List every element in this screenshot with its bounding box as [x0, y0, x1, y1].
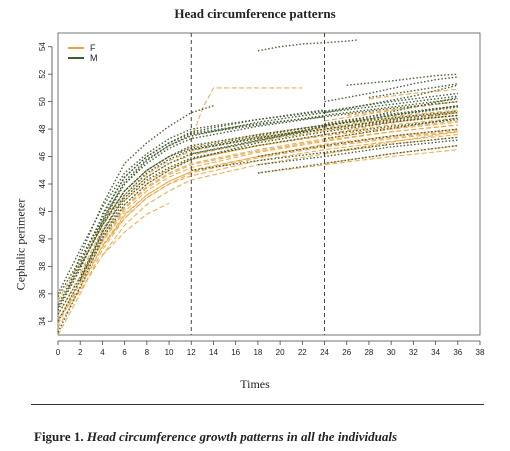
series-line-m	[57, 114, 458, 333]
x-tick-label: 30	[387, 348, 396, 357]
x-tick-label: 22	[298, 348, 307, 357]
x-tick-label: 24	[320, 348, 329, 357]
series-line-m	[57, 118, 458, 322]
chart-title: Head circumference patterns	[174, 6, 336, 21]
y-tick-label: 46	[38, 152, 47, 161]
series-line-f	[102, 202, 170, 256]
x-tick-label: 18	[253, 348, 262, 357]
figure-caption-text: Head circumference growth patterns in al…	[86, 429, 398, 444]
series-line-m	[324, 105, 458, 125]
y-tick-label: 34	[38, 316, 47, 325]
y-tick-label: 54	[38, 42, 47, 51]
x-tick-label: 32	[409, 348, 418, 357]
x-tick-label: 6	[122, 348, 127, 357]
series-line-f	[324, 131, 458, 155]
legend-label-m: M	[90, 53, 98, 63]
y-tick-label: 38	[38, 261, 47, 270]
caption-divider	[31, 404, 484, 405]
x-tick-label: 0	[56, 348, 61, 357]
x-tick-label: 10	[165, 348, 174, 357]
series-line-m	[257, 39, 358, 52]
x-tick-label: 28	[364, 348, 373, 357]
series-layer	[57, 39, 458, 336]
series-line-m	[68, 105, 214, 288]
y-tick-label: 48	[38, 124, 47, 133]
x-tick-label: 16	[231, 348, 240, 357]
x-tick-label: 20	[276, 348, 285, 357]
plot-area: 0 2 4 6 8 10 12 14 16 18 20 22 24 26 28 30 32 34 36 3834363…	[38, 32, 485, 357]
x-tick-label: 8	[145, 348, 150, 357]
reference-lines	[190, 33, 325, 335]
axes: 0 2 4 6 8 10 12 14 16 18 20 22 24 26 28 30 32 34 36 3834363…	[38, 32, 485, 357]
x-tick-label: 14	[209, 348, 218, 357]
x-axis-label: Times	[240, 377, 270, 391]
x-tick-label: 38	[476, 348, 485, 357]
series-line-m	[257, 128, 458, 158]
series-line-m	[257, 144, 458, 174]
series-line-m	[191, 105, 458, 151]
y-tick-label: 52	[38, 69, 47, 78]
y-tick-label: 44	[38, 179, 47, 188]
x-tick-label: 4	[100, 348, 105, 357]
x-tick-label: 2	[78, 348, 83, 357]
series-line-m	[57, 109, 325, 306]
y-tick-label: 42	[38, 206, 47, 215]
x-tick-label: 34	[431, 348, 440, 357]
x-tick-label: 12	[187, 348, 196, 357]
y-axis-label: Cephalic perimeter	[13, 198, 28, 291]
series-line-f	[257, 149, 458, 174]
series-line-f	[68, 129, 458, 304]
y-tick-label: 40	[38, 234, 47, 243]
series-line-f	[191, 128, 458, 171]
y-tick-label: 50	[38, 97, 47, 106]
x-tick-label: 26	[342, 348, 351, 357]
figure-caption: Figure 1. Head circumference growth patt…	[34, 429, 504, 445]
figure-label: Figure 1.	[34, 429, 84, 444]
series-line-f	[124, 120, 458, 201]
legend: FM	[68, 43, 98, 63]
series-line-f	[324, 112, 458, 136]
series-line-m	[324, 117, 458, 140]
legend-label-f: F	[90, 43, 96, 53]
y-tick-label: 36	[38, 289, 47, 298]
series-line-m	[346, 73, 458, 86]
x-tick-label: 36	[453, 348, 462, 357]
series-line-f	[57, 136, 458, 319]
series-line-f	[79, 114, 458, 274]
series-line-m	[368, 83, 458, 99]
plot-frame	[57, 32, 481, 336]
series-line-m	[90, 98, 458, 240]
series-line-m	[79, 114, 458, 281]
series-line-f	[324, 145, 458, 164]
